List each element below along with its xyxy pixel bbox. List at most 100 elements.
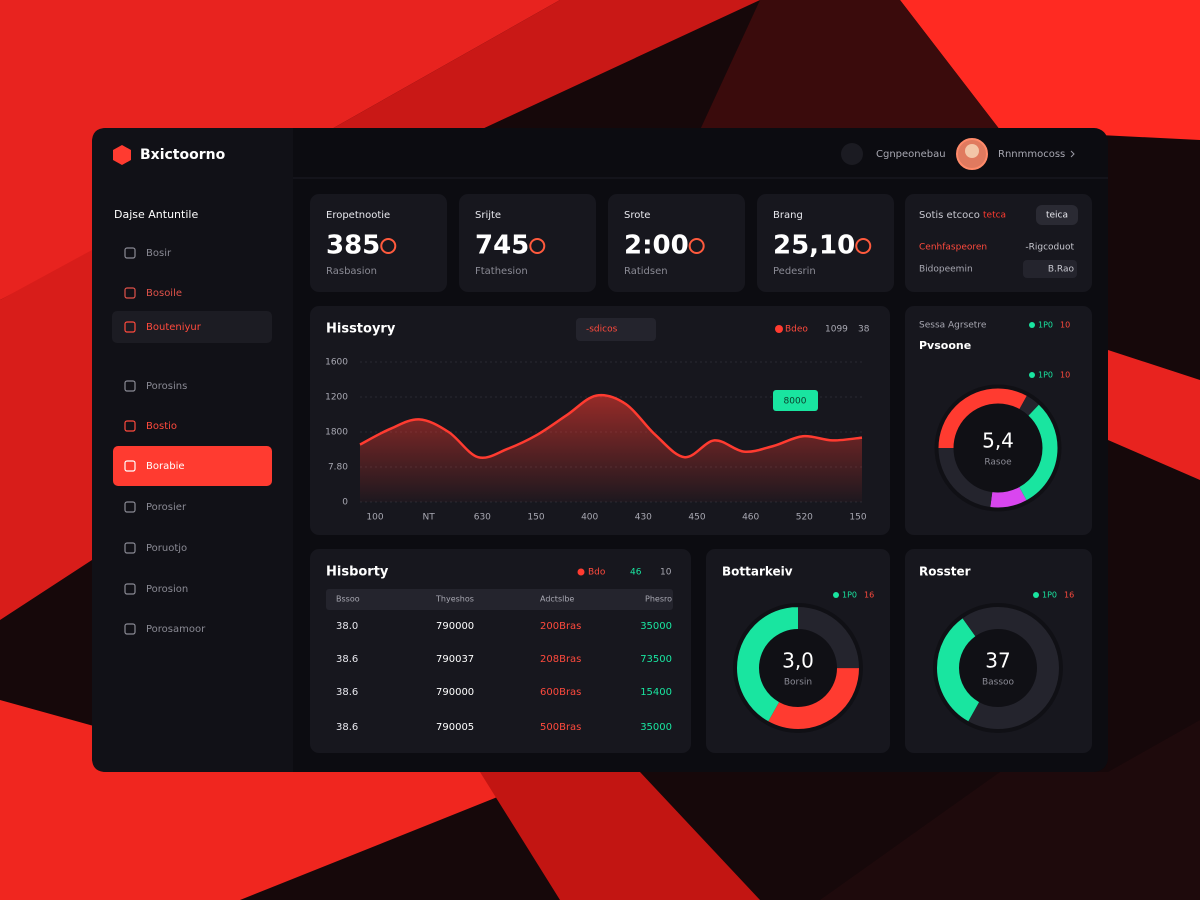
card (608, 194, 745, 292)
background-shape (900, 0, 1200, 140)
donut-center: 3,0 (782, 649, 814, 673)
table-cell: 38.0 (336, 621, 358, 632)
table-title: Hisborty (326, 565, 389, 580)
stat-sub: Ratidsen (624, 266, 668, 277)
background-shape (820, 720, 1200, 900)
nav-icon (124, 420, 136, 432)
stat-icon (380, 238, 397, 254)
donut-segment (938, 388, 1058, 508)
stat-sub: Rasbasion (326, 266, 377, 277)
y-axis-label: 1800 (325, 428, 348, 438)
background-shape (0, 250, 92, 620)
chart-filter-label: -sdicos (586, 325, 618, 335)
x-axis-label: 450 (688, 513, 705, 523)
donut-segment (937, 607, 1059, 729)
stat-label: Brang (773, 210, 803, 221)
donut-segment (937, 607, 1059, 729)
card-subtitle: Pvsoone (919, 339, 971, 352)
nav-item: Bostio (146, 421, 177, 432)
background-shape (700, 0, 1000, 130)
sidebar-title: Dajse Antuntile (114, 208, 198, 221)
legend-label: 10 (660, 568, 672, 578)
donut-center: 37 (985, 649, 1010, 673)
stat-icon (688, 238, 705, 254)
donut-segment (938, 388, 1058, 508)
nav-item: Porosion (146, 584, 188, 595)
nav-icon (124, 542, 136, 554)
legend-dot (1029, 322, 1035, 328)
legend-dot (577, 568, 585, 576)
stat-value: 385 (326, 231, 380, 261)
card (310, 549, 691, 753)
legend-label: Bdeo (785, 325, 808, 335)
table-cell: 15400 (640, 687, 672, 698)
user-menu-chevron[interactable] (1070, 150, 1075, 158)
tooltip (773, 390, 818, 411)
table-header (326, 589, 673, 610)
x-axis-label: 100 (366, 513, 383, 523)
background-shape (480, 772, 760, 900)
card-title: Bottarkeiv (722, 565, 793, 579)
background-shape (1108, 350, 1200, 480)
legend-label: 1P0 (1038, 321, 1053, 330)
legend-label: 10 (1060, 371, 1070, 380)
nav-item: Bosoile (146, 288, 182, 299)
table-cell: 790000 (436, 621, 474, 632)
table-cell: 208Bras (540, 654, 581, 665)
y-axis-label: 7.80 (328, 463, 348, 473)
nav-item: Porosins (146, 381, 187, 392)
nav-icon (124, 321, 136, 333)
stat-label: Srote (624, 210, 650, 221)
stat-value: 25,10 (773, 231, 855, 261)
nav-item: Porosier (146, 502, 187, 513)
tooltip-label: 8000 (784, 397, 807, 407)
donut-center-sub: Borsin (784, 678, 812, 688)
nav-active[interactable] (113, 446, 272, 486)
nav-item: Borabie (146, 461, 185, 472)
card-title: Sessa Agrsetre (919, 321, 987, 331)
table-cell: 38.6 (336, 654, 358, 665)
legend-label: Bdo (588, 568, 606, 578)
stat-label: Srijte (475, 210, 501, 221)
nav-item: Bosir (146, 248, 172, 259)
stat-sub: Pedesrin (773, 266, 816, 277)
table-cell: 500Bras (540, 722, 581, 733)
table-cell: 38.6 (336, 722, 358, 733)
x-axis-label: 400 (581, 513, 598, 523)
settings-button[interactable] (1036, 205, 1078, 225)
chart-filter[interactable] (576, 318, 656, 341)
x-axis-label: 150 (527, 513, 544, 523)
legend-dot (1033, 592, 1039, 598)
legend-dot (1029, 372, 1035, 378)
card-title: Rosster (919, 565, 971, 579)
legend-label: 46 (630, 568, 642, 578)
donut-center: 5,4 (982, 429, 1014, 453)
settings-select[interactable] (1023, 260, 1077, 278)
table-cell: 200Bras (540, 621, 581, 632)
brand-logo (113, 145, 131, 165)
nav-item: Bouteniyur (146, 322, 202, 333)
table-cell: 73500 (640, 654, 672, 665)
nav-icon (124, 623, 136, 635)
settings-row-label: Bidopeemin (919, 265, 973, 275)
donut-segment (737, 607, 859, 729)
search-text: Cgnpeonebau (876, 149, 946, 160)
avatar-face (965, 144, 979, 158)
line (359, 393, 863, 460)
nav-icon (124, 501, 136, 513)
settings-row-label: Cenhfaspeoren (919, 243, 987, 253)
nav-icon (124, 287, 136, 299)
table-cell: 600Bras (540, 687, 581, 698)
donut-center-sub: Bassoo (982, 678, 1015, 688)
settings-row-value: -Rigcoduot (1025, 243, 1074, 253)
nav-selected[interactable] (112, 311, 272, 343)
x-axis-label: 430 (635, 513, 652, 523)
table-header-cell: Bssoo (336, 595, 360, 604)
x-axis-label: 630 (474, 513, 491, 523)
x-axis-label: NT (423, 513, 436, 523)
table-cell: 790005 (436, 722, 474, 733)
y-axis-label: 0 (342, 498, 348, 508)
search-button[interactable] (841, 143, 863, 165)
background-shape (330, 0, 760, 130)
